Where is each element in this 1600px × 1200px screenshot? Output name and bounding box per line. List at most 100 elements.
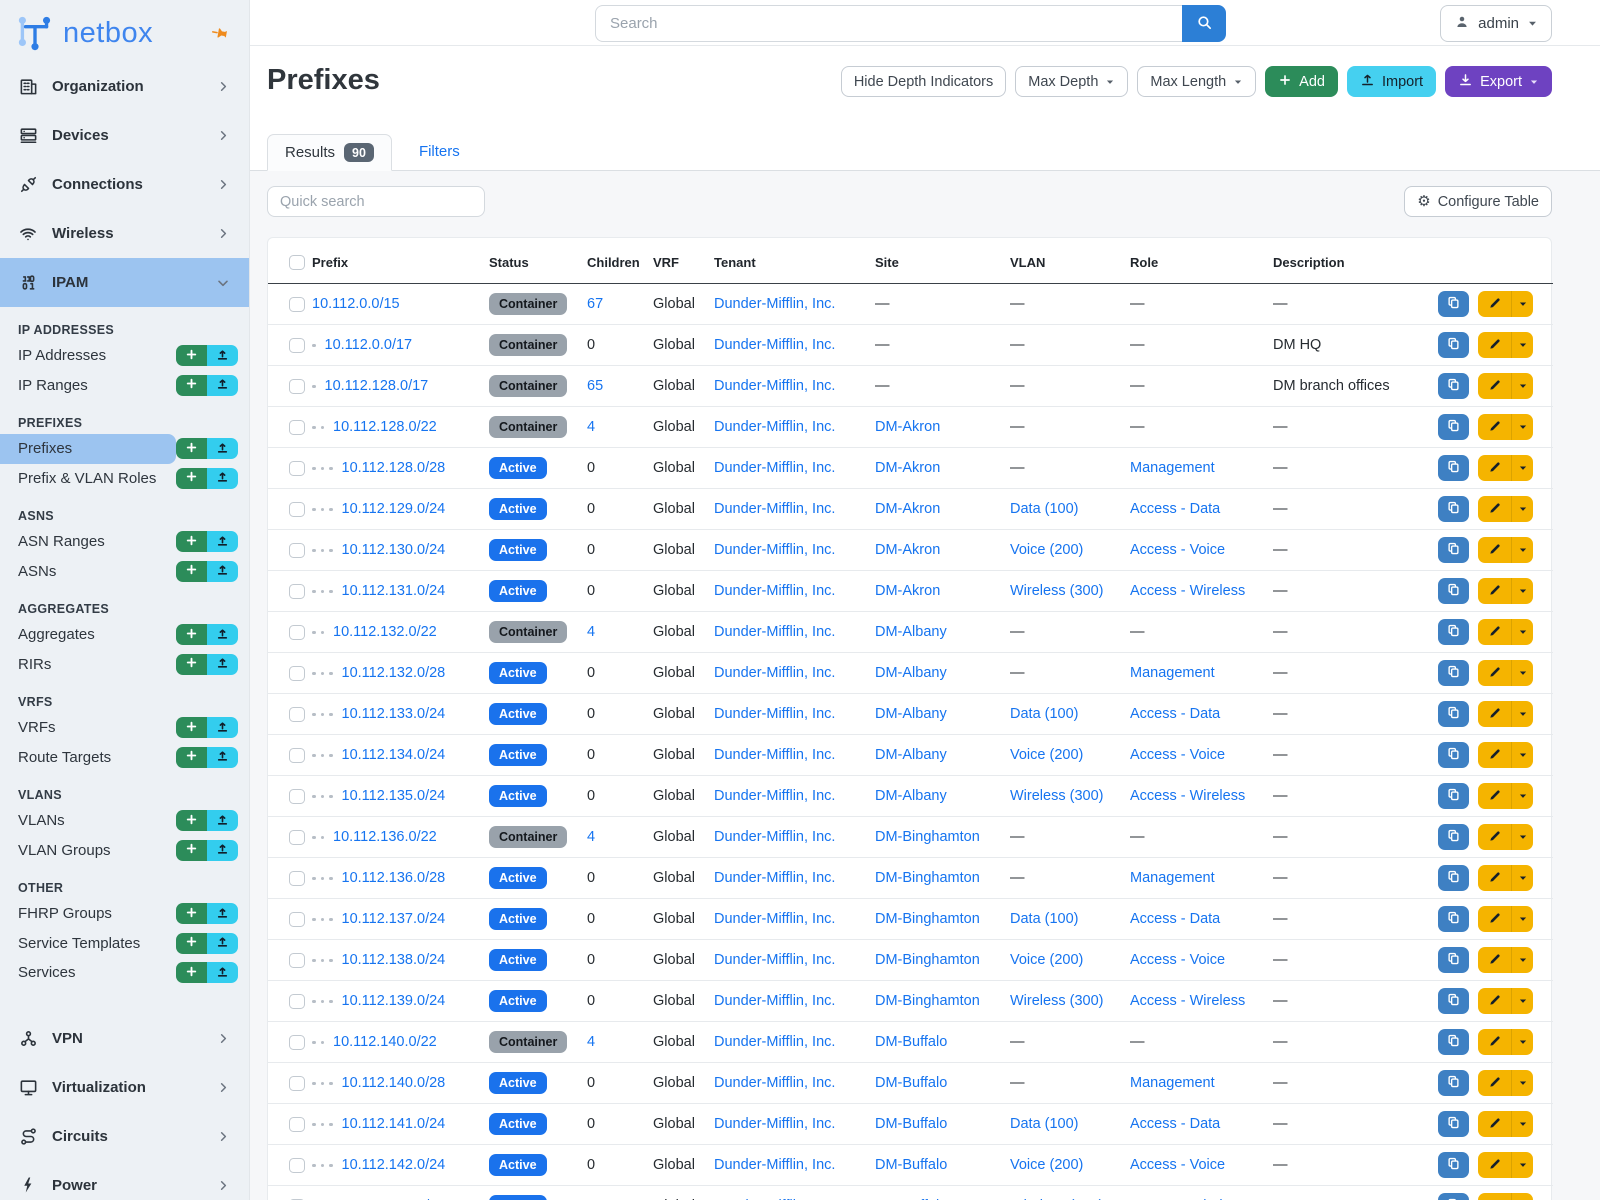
edit-button[interactable] xyxy=(1478,824,1511,851)
prefix-link[interactable]: 10.112.132.0/22 xyxy=(333,624,437,641)
copy-button[interactable] xyxy=(1437,373,1469,400)
prefix-link[interactable]: 10.112.140.0/28 xyxy=(341,1075,446,1092)
prefix-link[interactable]: 10.112.136.0/28 xyxy=(341,870,446,887)
sidebar-subitem-asns[interactable]: ASNs xyxy=(18,562,57,580)
tenant-link[interactable]: Dunder-Mifflin, Inc. xyxy=(714,788,836,805)
tenant-link[interactable]: Dunder-Mifflin, Inc. xyxy=(714,1198,835,1200)
children-link[interactable]: 4 xyxy=(587,1034,596,1051)
edit-dropdown-button[interactable] xyxy=(1511,906,1533,933)
tenant-link[interactable]: Dunder-Mifflin, Inc. xyxy=(714,624,836,641)
vlan-link[interactable]: Voice (200) xyxy=(1010,542,1084,559)
edit-button[interactable] xyxy=(1478,701,1511,728)
sidebar-subitem-route-targets[interactable]: Route Targets xyxy=(18,748,112,766)
edit-button[interactable] xyxy=(1478,1193,1511,1200)
tenant-link[interactable]: Dunder-Mifflin, Inc. xyxy=(714,583,836,600)
site-link[interactable]: DM-Buffalo xyxy=(875,1157,948,1174)
row-checkbox[interactable] xyxy=(289,911,305,928)
configure-table-button[interactable]: ⚙ Configure Table xyxy=(1404,186,1552,217)
sidebar-subitem-ip-addresses[interactable]: IP Addresses xyxy=(18,347,107,365)
role-link[interactable]: Access - Data xyxy=(1130,501,1221,518)
quick-import-button[interactable] xyxy=(207,962,238,984)
edit-dropdown-button[interactable] xyxy=(1511,537,1533,564)
sidebar-item-wireless[interactable]: Wireless xyxy=(0,209,249,258)
vlan-link[interactable]: Wireless (300) xyxy=(1010,788,1104,805)
site-link[interactable]: DM-Albany xyxy=(875,624,947,641)
copy-button[interactable] xyxy=(1437,824,1469,851)
quick-import-button[interactable] xyxy=(207,438,238,460)
prefix-link[interactable]: 10.112.141.0/24 xyxy=(341,1116,446,1133)
site-link[interactable]: DM-Akron xyxy=(875,419,941,436)
quick-import-button[interactable] xyxy=(207,374,238,396)
site-link[interactable]: DM-Albany xyxy=(875,788,947,805)
edit-button[interactable] xyxy=(1478,1152,1511,1179)
prefix-link[interactable]: 10.112.128.0/28 xyxy=(341,460,446,477)
site-link[interactable]: DM-Albany xyxy=(875,747,947,764)
role-link[interactable]: Management xyxy=(1130,665,1215,682)
quick-import-button[interactable] xyxy=(207,560,238,582)
row-checkbox[interactable] xyxy=(289,993,305,1010)
role-link[interactable]: Access - Voice xyxy=(1130,952,1226,969)
edit-dropdown-button[interactable] xyxy=(1511,332,1533,359)
copy-button[interactable] xyxy=(1437,1029,1469,1056)
prefix-link[interactable]: 10.112.0.0/17 xyxy=(324,337,413,354)
role-link[interactable]: Access - Data xyxy=(1130,911,1221,928)
row-checkbox[interactable] xyxy=(289,419,305,436)
quick-add-button[interactable] xyxy=(176,653,207,675)
quick-add-button[interactable] xyxy=(176,467,207,489)
copy-button[interactable] xyxy=(1437,947,1469,974)
import-button[interactable]: Import xyxy=(1346,66,1437,97)
tab-results[interactable]: Results 90 xyxy=(267,134,392,171)
row-checkbox[interactable] xyxy=(289,378,305,395)
quick-import-button[interactable] xyxy=(207,932,238,954)
sidebar-subitem-fhrp-groups[interactable]: FHRP Groups xyxy=(18,905,112,923)
add-button[interactable]: Add xyxy=(1265,66,1338,97)
site-link[interactable]: DM-Buffalo xyxy=(875,1116,948,1133)
role-link[interactable]: Access - Wireless xyxy=(1130,788,1246,805)
row-checkbox[interactable] xyxy=(289,460,305,477)
user-menu-button[interactable]: admin xyxy=(1440,5,1552,42)
tenant-link[interactable]: Dunder-Mifflin, Inc. xyxy=(714,870,836,887)
tenant-link[interactable]: Dunder-Mifflin, Inc. xyxy=(714,747,836,764)
row-checkbox[interactable] xyxy=(289,624,305,641)
pin-icon[interactable] xyxy=(209,23,229,43)
prefix-link[interactable]: 10.112.132.0/28 xyxy=(341,665,446,682)
edit-dropdown-button[interactable] xyxy=(1511,660,1533,687)
prefix-link[interactable]: 10.112.136.0/22 xyxy=(333,829,437,846)
vlan-link[interactable]: Voice (200) xyxy=(1010,747,1084,764)
edit-button[interactable] xyxy=(1478,1070,1511,1097)
row-checkbox[interactable] xyxy=(289,337,305,354)
edit-dropdown-button[interactable] xyxy=(1511,701,1533,728)
quick-add-button[interactable] xyxy=(176,962,207,984)
role-link[interactable]: Access - Voice xyxy=(1130,542,1226,559)
prefix-link[interactable]: 10.112.133.0/24 xyxy=(341,706,446,723)
edit-button[interactable] xyxy=(1478,865,1511,892)
edit-button[interactable] xyxy=(1478,906,1511,933)
edit-dropdown-button[interactable] xyxy=(1511,1152,1533,1179)
tab-filters[interactable]: Filters xyxy=(418,143,460,160)
vlan-link[interactable]: Wireless (300) xyxy=(1010,583,1104,600)
tenant-link[interactable]: Dunder-Mifflin, Inc. xyxy=(714,460,836,477)
prefix-link[interactable]: 10.112.139.0/24 xyxy=(341,993,446,1010)
row-checkbox[interactable] xyxy=(289,665,305,682)
sidebar-item-virtualization[interactable]: Virtualization xyxy=(0,1063,249,1112)
edit-button[interactable] xyxy=(1478,537,1511,564)
quick-add-button[interactable] xyxy=(176,903,207,925)
children-link[interactable]: 67 xyxy=(587,296,604,313)
quick-add-button[interactable] xyxy=(176,839,207,861)
quick-import-button[interactable] xyxy=(207,839,238,861)
sidebar-subitem-vrfs[interactable]: VRFs xyxy=(18,719,56,737)
site-link[interactable]: DM-Akron xyxy=(875,542,941,559)
quick-add-button[interactable] xyxy=(176,717,207,739)
quick-import-button[interactable] xyxy=(207,903,238,925)
vlan-link[interactable]: Data (100) xyxy=(1010,706,1079,723)
copy-button[interactable] xyxy=(1437,1070,1469,1097)
row-checkbox[interactable] xyxy=(289,501,305,518)
edit-button[interactable] xyxy=(1478,414,1511,441)
prefix-link[interactable]: 10.112.143.0/24 xyxy=(342,1198,446,1200)
role-link[interactable]: Access - Voice xyxy=(1130,1157,1226,1174)
row-checkbox[interactable] xyxy=(289,747,305,764)
sidebar-item-power[interactable]: Power xyxy=(0,1161,249,1200)
prefix-link[interactable]: 10.112.129.0/24 xyxy=(341,501,446,518)
edit-button[interactable] xyxy=(1478,988,1511,1015)
row-checkbox[interactable] xyxy=(289,952,305,969)
